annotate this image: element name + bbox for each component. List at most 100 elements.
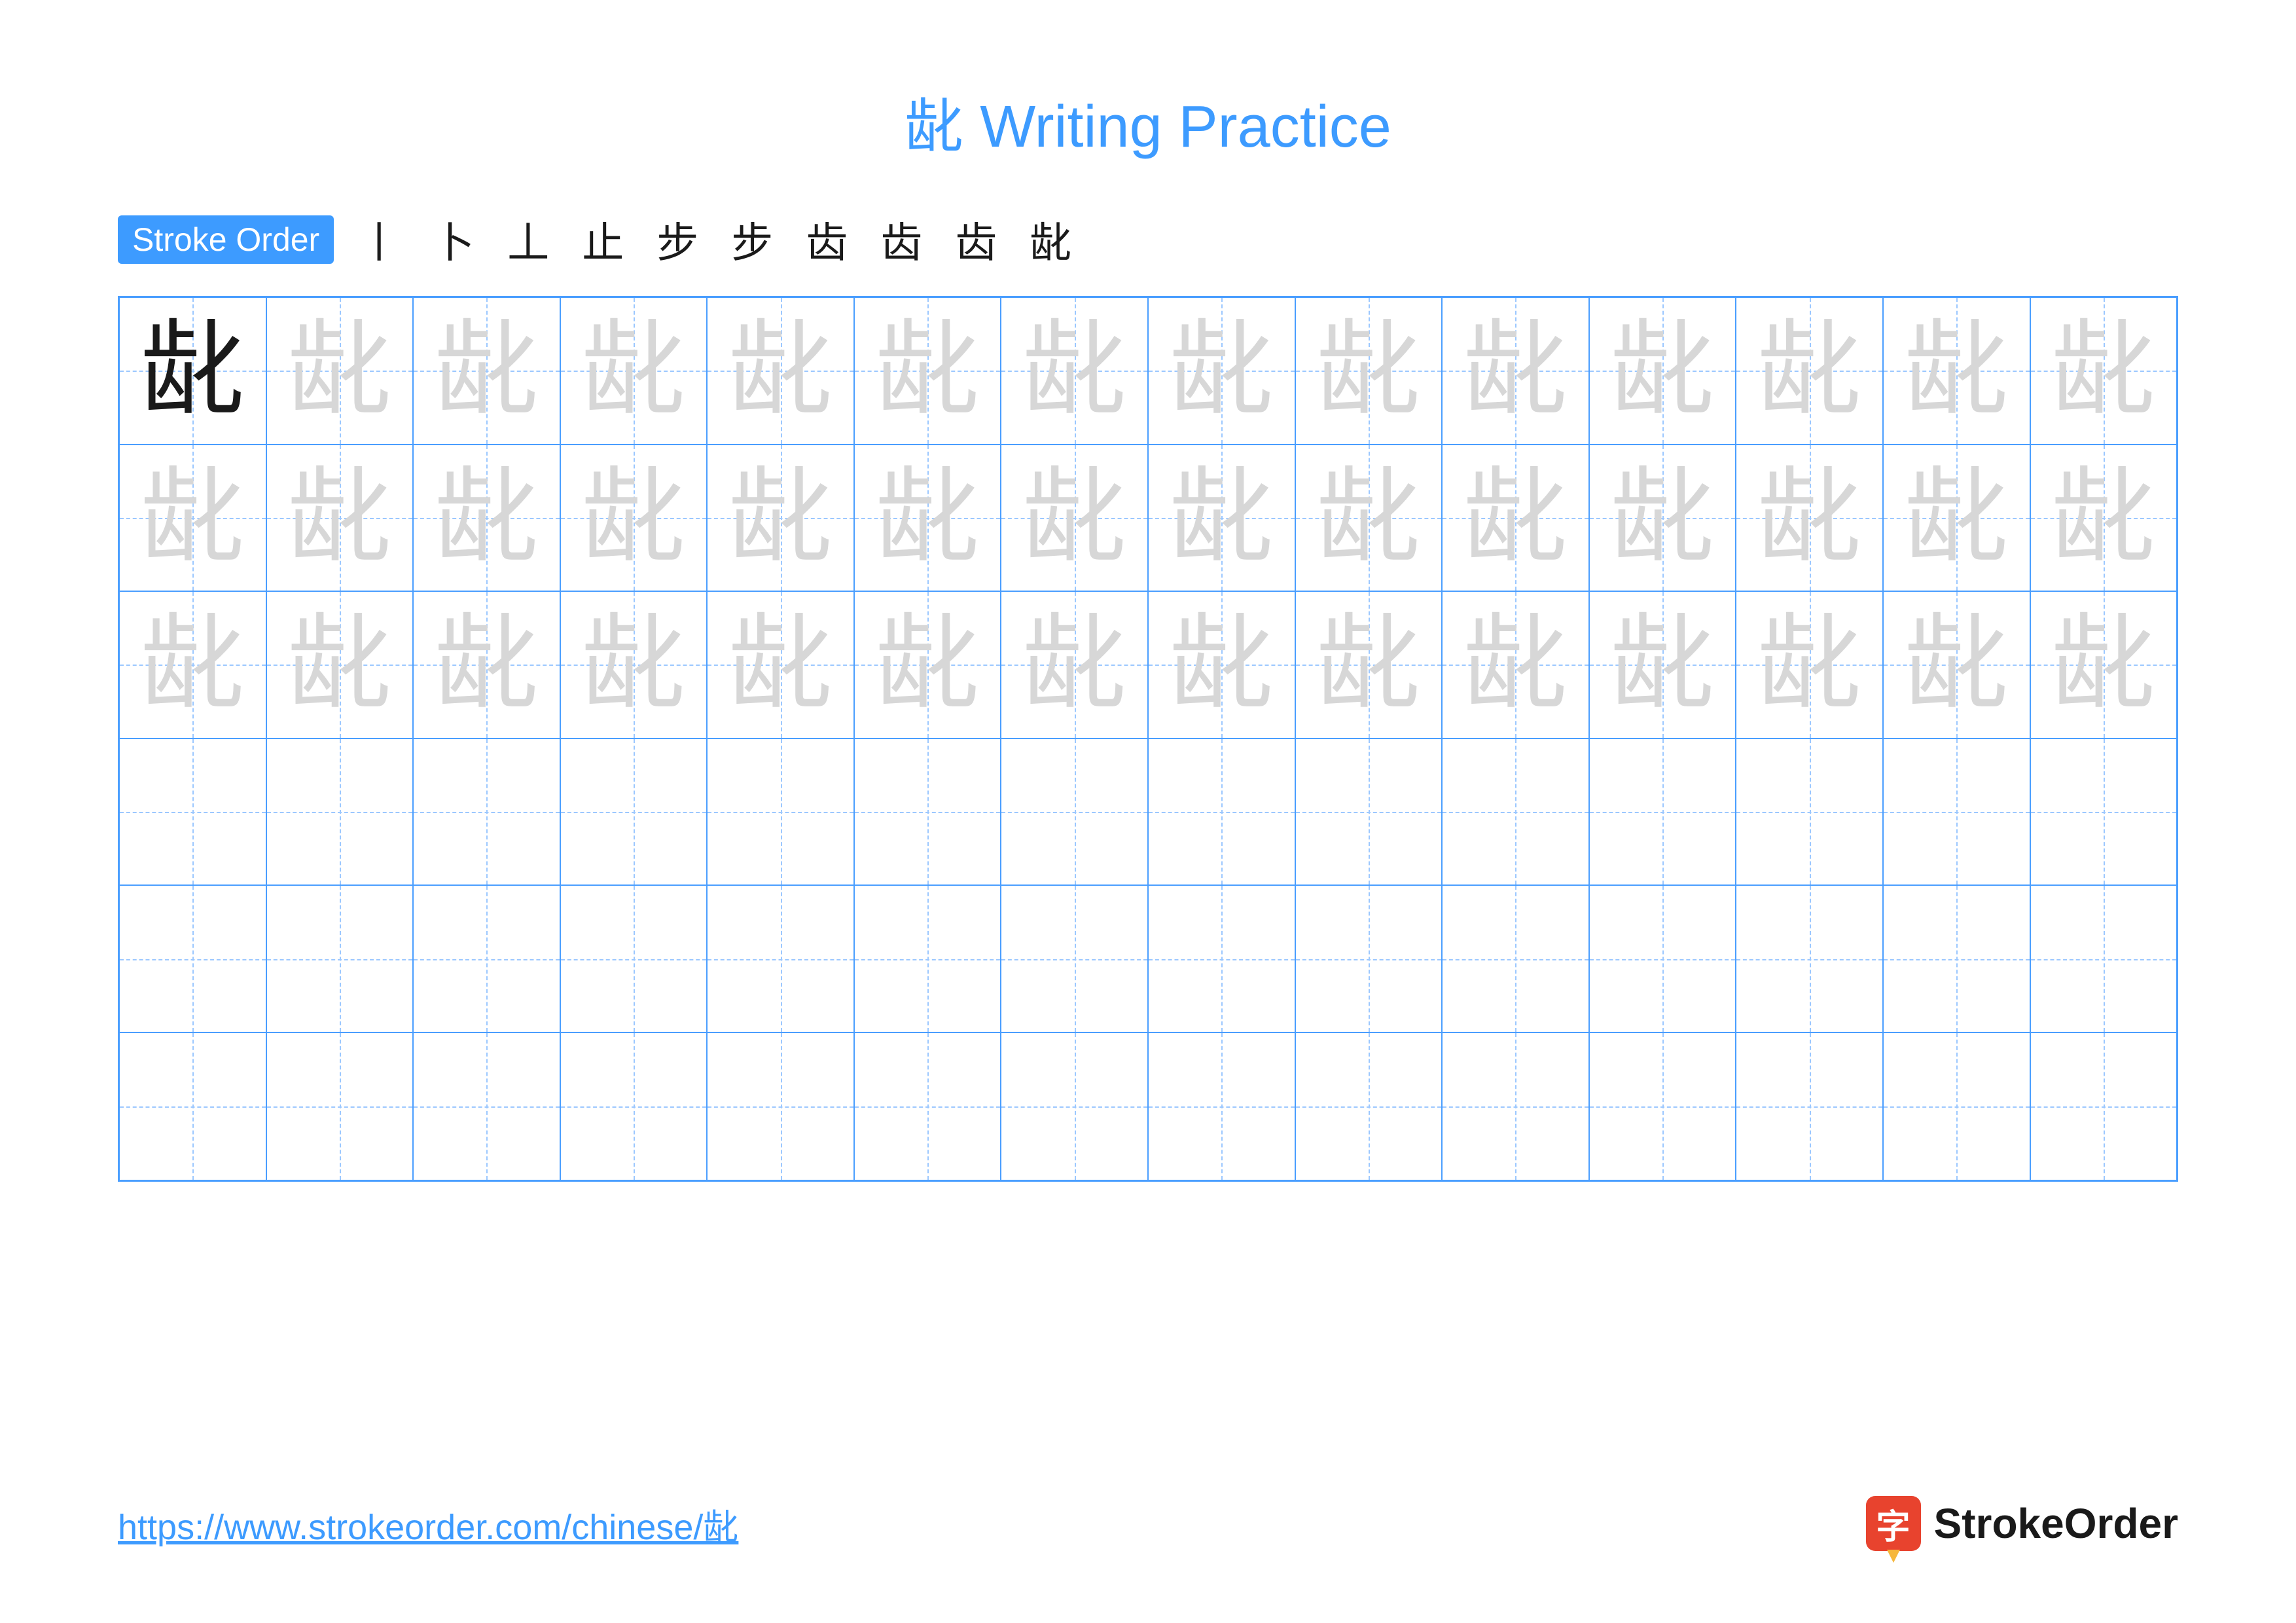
trace-char: 龀 — [1757, 318, 1862, 423]
trace-char: 龀 — [875, 465, 980, 570]
grid-cell — [1149, 739, 1296, 886]
grid-cell: 龀 — [2031, 592, 2177, 739]
grid-cell — [1884, 739, 2031, 886]
example-char: 龀 — [140, 318, 245, 423]
grid-cell: 龀 — [1296, 298, 1443, 445]
trace-char: 龀 — [287, 318, 392, 423]
grid-cell — [1296, 886, 1443, 1033]
stroke-step: 齿 — [797, 210, 856, 270]
grid-cell: 龀 — [267, 592, 414, 739]
grid-cell — [120, 886, 267, 1033]
trace-char: 龀 — [1463, 465, 1568, 570]
grid-cell: 龀 — [1590, 445, 1737, 593]
stroke-step: 齿 — [946, 210, 1005, 270]
trace-char: 龀 — [1904, 612, 2009, 717]
grid-cell: 龀 — [1736, 298, 1884, 445]
stroke-step: 丨 — [350, 210, 408, 270]
grid-cell — [855, 886, 1002, 1033]
grid-cell: 龀 — [414, 592, 561, 739]
stroke-steps: 丨卜丄止步步齿齿齿龀 — [350, 210, 1080, 270]
trace-char: 龀 — [1610, 612, 1715, 717]
title-text: Writing Practice — [980, 94, 1391, 160]
grid-cell: 龀 — [1296, 445, 1443, 593]
stroke-step: 步 — [648, 210, 707, 270]
stroke-step: 丄 — [499, 210, 558, 270]
stroke-step: 步 — [723, 210, 781, 270]
practice-grid: 龀龀龀龀龀龀龀龀龀龀龀龀龀龀龀龀龀龀龀龀龀龀龀龀龀龀龀龀龀龀龀龀龀龀龀龀龀龀龀龀… — [118, 296, 2178, 1182]
title-char: 龀 — [905, 94, 963, 160]
grid-cell: 龀 — [414, 298, 561, 445]
grid-cell — [1884, 1033, 2031, 1180]
grid-cell: 龀 — [1443, 445, 1590, 593]
grid-cell — [1884, 886, 2031, 1033]
grid-cell: 龀 — [855, 298, 1002, 445]
trace-char: 龀 — [434, 612, 539, 717]
trace-char: 龀 — [1316, 612, 1421, 717]
grid-cell — [1736, 739, 1884, 886]
grid-cell — [120, 739, 267, 886]
grid-cell: 龀 — [708, 445, 855, 593]
page-title: 龀 Writing Practice — [118, 79, 2178, 164]
grid-cell — [1296, 739, 1443, 886]
grid-row — [120, 1033, 2176, 1180]
trace-char: 龀 — [875, 612, 980, 717]
grid-cell — [1296, 1033, 1443, 1180]
trace-char: 龀 — [2051, 318, 2156, 423]
stroke-step: 卜 — [424, 210, 483, 270]
grid-cell — [1149, 886, 1296, 1033]
trace-char: 龀 — [581, 612, 686, 717]
grid-cell: 龀 — [1443, 298, 1590, 445]
grid-cell — [1590, 1033, 1737, 1180]
trace-char: 龀 — [1316, 318, 1421, 423]
grid-cell — [855, 739, 1002, 886]
trace-char: 龀 — [875, 318, 980, 423]
stroke-order-row: Stroke Order 丨卜丄止步步齿齿齿龀 — [118, 210, 2178, 270]
footer: https://www.strokeorder.com/chinese/龀 字 … — [118, 1496, 2178, 1551]
grid-cell — [414, 739, 561, 886]
grid-cell: 龀 — [1001, 592, 1149, 739]
trace-char: 龀 — [1169, 465, 1274, 570]
grid-cell: 龀 — [2031, 445, 2177, 593]
trace-char: 龀 — [1169, 612, 1274, 717]
trace-char: 龀 — [1022, 318, 1127, 423]
grid-cell: 龀 — [855, 592, 1002, 739]
grid-cell: 龀 — [1149, 445, 1296, 593]
trace-char: 龀 — [581, 465, 686, 570]
grid-cell: 龀 — [1296, 592, 1443, 739]
grid-cell — [1001, 1033, 1149, 1180]
trace-char: 龀 — [1022, 612, 1127, 717]
brand-icon-char: 字 — [1876, 1499, 1910, 1548]
trace-char: 龀 — [581, 318, 686, 423]
grid-cell — [1443, 886, 1590, 1033]
grid-cell: 龀 — [1001, 445, 1149, 593]
trace-char: 龀 — [728, 465, 833, 570]
grid-cell: 龀 — [1736, 592, 1884, 739]
stroke-order-label: Stroke Order — [118, 215, 334, 264]
grid-row: 龀龀龀龀龀龀龀龀龀龀龀龀龀龀 — [120, 298, 2176, 445]
grid-cell — [1443, 1033, 1590, 1180]
grid-cell: 龀 — [561, 592, 708, 739]
grid-cell — [120, 1033, 267, 1180]
grid-cell — [708, 739, 855, 886]
trace-char: 龀 — [1757, 612, 1862, 717]
grid-cell: 龀 — [708, 298, 855, 445]
brand: 字 StrokeOrder — [1866, 1496, 2178, 1551]
grid-cell — [561, 1033, 708, 1180]
grid-cell — [2031, 739, 2177, 886]
source-url[interactable]: https://www.strokeorder.com/chinese/龀 — [118, 1498, 738, 1550]
trace-char: 龀 — [1463, 318, 1568, 423]
grid-cell: 龀 — [1149, 298, 1296, 445]
grid-cell — [1590, 739, 1737, 886]
grid-row — [120, 739, 2176, 886]
grid-cell — [708, 886, 855, 1033]
grid-cell: 龀 — [855, 445, 1002, 593]
trace-char: 龀 — [2051, 612, 2156, 717]
trace-char: 龀 — [1610, 318, 1715, 423]
grid-cell — [414, 1033, 561, 1180]
grid-cell: 龀 — [2031, 298, 2177, 445]
trace-char: 龀 — [1904, 465, 2009, 570]
grid-cell — [1736, 1033, 1884, 1180]
grid-cell — [2031, 1033, 2177, 1180]
grid-cell: 龀 — [708, 592, 855, 739]
grid-cell: 龀 — [414, 445, 561, 593]
